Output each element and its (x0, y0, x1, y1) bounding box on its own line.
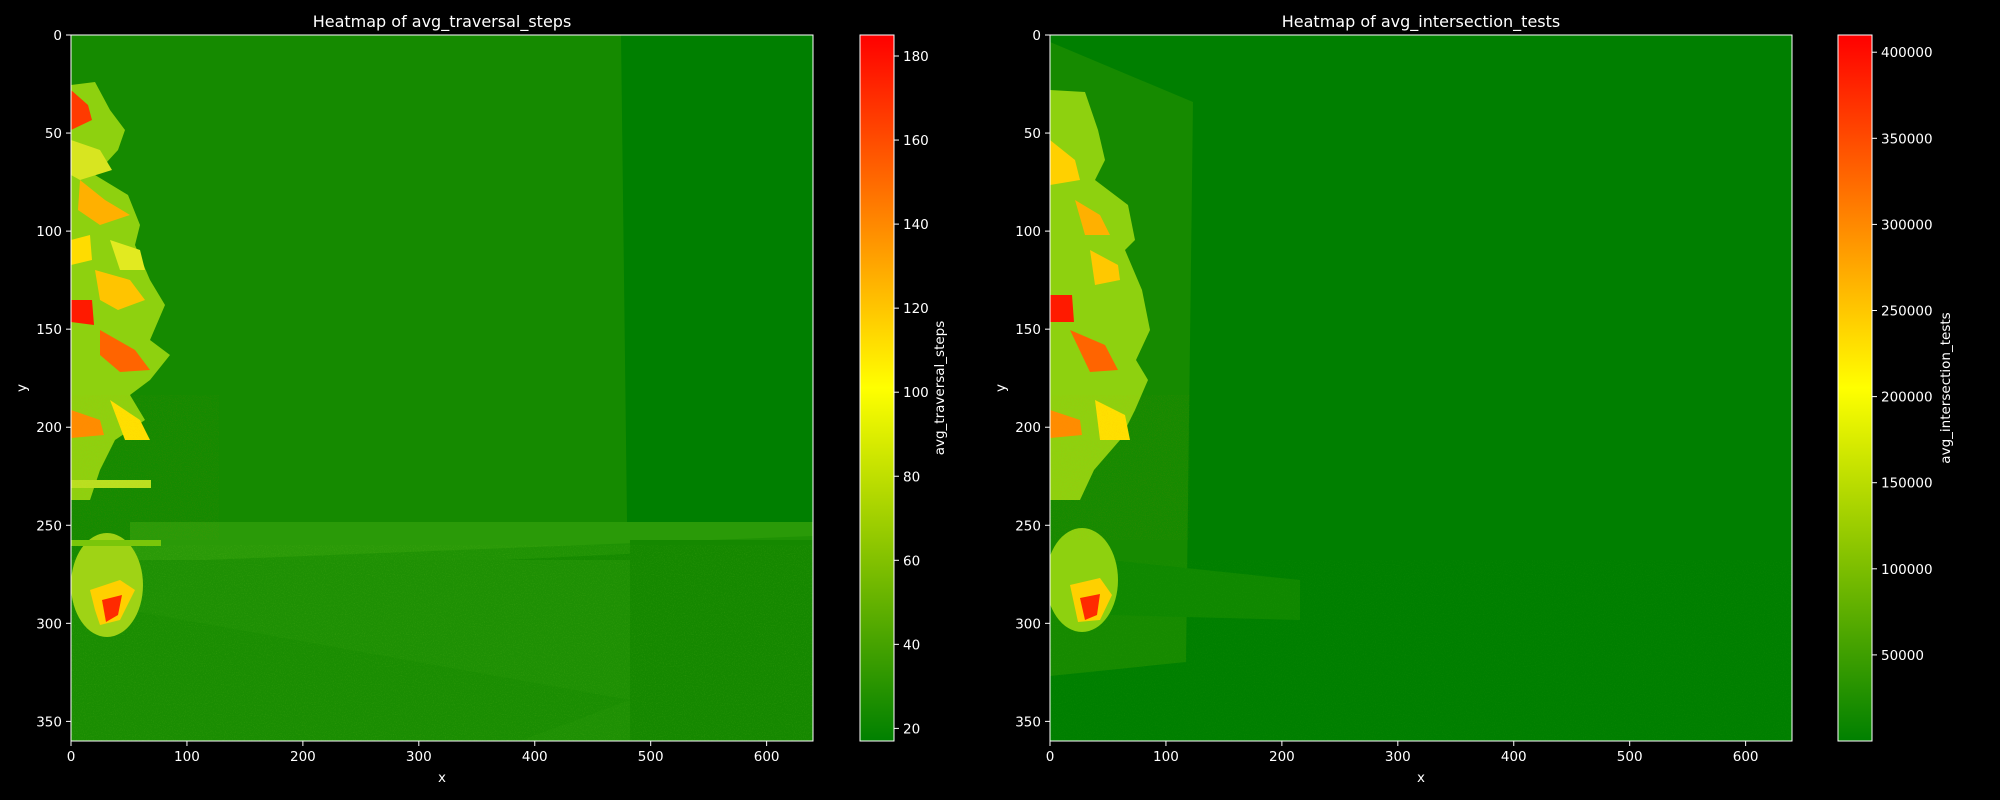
x-tick-label: 600 (1733, 749, 1759, 765)
x-tick-label: 100 (174, 749, 200, 765)
heatmap-image (1050, 35, 1792, 741)
x-tick-label: 500 (1617, 749, 1643, 765)
y-tick-label: 200 (36, 420, 62, 436)
colorbar-tick-label: 350000 (1881, 131, 1933, 147)
x-tick-label: 200 (290, 749, 316, 765)
x-axis-label: x (438, 770, 446, 786)
x-tick-label: 0 (67, 749, 76, 765)
x-tick-label: 400 (1501, 749, 1527, 765)
colorbar-tick-label: 250000 (1881, 304, 1933, 320)
colorbar-tick-label: 120 (903, 301, 929, 317)
y-tick-label: 300 (1015, 616, 1041, 632)
y-tick-label: 300 (36, 616, 62, 632)
colorbar-label: avg_traversal_steps (932, 321, 948, 456)
colorbar-tick-label: 60 (903, 553, 920, 569)
colorbar-ticks: 20 40 60 80 100 120 140 160 180 (894, 49, 929, 737)
y-tick-label: 250 (36, 518, 62, 534)
y-axis: 0 50 100 150 200 250 300 350 (36, 28, 71, 730)
heatmap-panel-left: Heatmap of avg_traversal_steps (14, 12, 948, 786)
x-tick-label: 500 (638, 749, 664, 765)
x-tick-label: 600 (754, 749, 780, 765)
colorbar-tick-label: 140 (903, 217, 929, 233)
plot-frame (70, 34, 814, 742)
colorbar-gradient (1838, 35, 1872, 741)
x-tick-label: 200 (1269, 749, 1295, 765)
y-tick-label: 200 (1015, 420, 1041, 436)
colorbar-tick-label: 80 (903, 469, 920, 485)
y-tick-label: 0 (1032, 28, 1041, 44)
colorbar-tick-label: 20 (903, 721, 920, 737)
heatmap-image (71, 35, 813, 741)
colorbar-tick-label: 50000 (1881, 648, 1924, 664)
heatmap-panel-right: Heatmap of avg_intersection_tests (993, 12, 1954, 786)
y-axis: 0 50 100 150 200 250 300 350 (1015, 28, 1050, 730)
colorbar-right: 50000 100000 150000 200000 250000 300000 35000… (1837, 34, 1954, 742)
colorbar-tick-label: 300000 (1881, 217, 1933, 233)
y-tick-label: 100 (36, 224, 62, 240)
y-tick-label: 150 (1015, 322, 1041, 338)
x-axis: 0 100 200 300 400 500 600 (67, 741, 780, 765)
y-tick-label: 350 (1015, 714, 1041, 730)
x-tick-label: 0 (1046, 749, 1055, 765)
foliage-region (1050, 90, 1190, 632)
x-tick-label: 300 (1385, 749, 1411, 765)
colorbar-gradient (860, 35, 894, 741)
colorbar-tick-label: 100000 (1881, 562, 1933, 578)
y-tick-label: 150 (36, 322, 62, 338)
colorbar-label: avg_intersection_tests (1938, 312, 1954, 463)
y-tick-label: 50 (1024, 126, 1041, 142)
y-tick-label: 350 (36, 714, 62, 730)
y-axis-label: y (14, 384, 30, 392)
foliage-region (71, 82, 219, 637)
colorbar-tick-label: 100 (903, 385, 929, 401)
x-axis-label: x (1417, 770, 1425, 786)
y-tick-label: 250 (1015, 518, 1041, 534)
x-tick-label: 100 (1153, 749, 1179, 765)
plot-frame (1049, 34, 1793, 742)
plot-title: Heatmap of avg_traversal_steps (313, 12, 572, 32)
x-axis: 0 100 200 300 400 500 600 (1046, 741, 1759, 765)
x-tick-label: 400 (522, 749, 548, 765)
colorbar-tick-label: 200000 (1881, 390, 1933, 406)
y-axis-label: y (993, 384, 1009, 392)
y-tick-label: 0 (53, 28, 62, 44)
colorbar-left: 20 40 60 80 100 120 140 160 180 avg_traversal_st… (859, 34, 948, 742)
colorbar-tick-label: 160 (903, 133, 929, 149)
colorbar-ticks: 50000 100000 150000 200000 250000 300000 35000… (1872, 45, 1933, 664)
plot-title: Heatmap of avg_intersection_tests (1282, 12, 1561, 32)
y-tick-label: 100 (1015, 224, 1041, 240)
colorbar-tick-label: 400000 (1881, 45, 1933, 61)
x-tick-label: 300 (406, 749, 432, 765)
colorbar-tick-label: 150000 (1881, 476, 1933, 492)
y-tick-label: 50 (45, 126, 62, 142)
colorbar-tick-label: 40 (903, 637, 920, 653)
colorbar-tick-label: 180 (903, 49, 929, 65)
